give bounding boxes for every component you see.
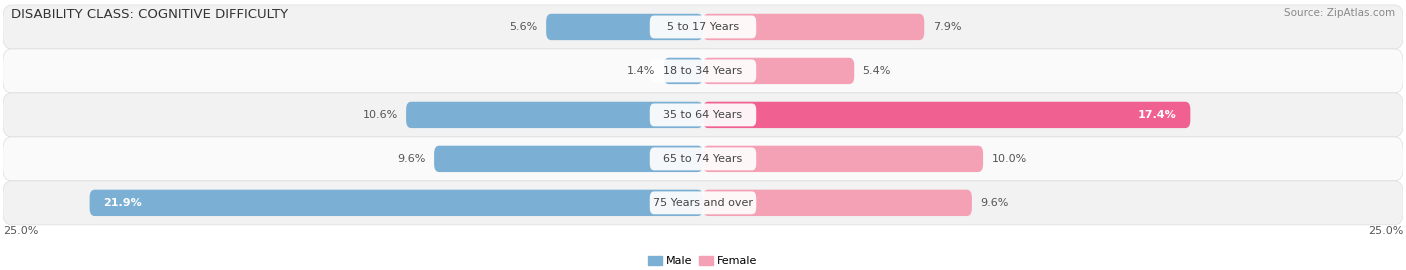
FancyBboxPatch shape [664,58,703,84]
Text: DISABILITY CLASS: COGNITIVE DIFFICULTY: DISABILITY CLASS: COGNITIVE DIFFICULTY [11,8,288,21]
Text: 5.6%: 5.6% [509,22,537,32]
FancyBboxPatch shape [3,5,1403,49]
FancyBboxPatch shape [650,16,756,38]
Text: 25.0%: 25.0% [1368,226,1403,236]
FancyBboxPatch shape [703,102,1191,128]
Text: Source: ZipAtlas.com: Source: ZipAtlas.com [1284,8,1395,18]
Text: 5 to 17 Years: 5 to 17 Years [666,22,740,32]
Legend: Male, Female: Male, Female [644,251,762,270]
FancyBboxPatch shape [650,147,756,170]
Text: 9.6%: 9.6% [980,198,1008,208]
Text: 10.6%: 10.6% [363,110,398,120]
FancyBboxPatch shape [703,190,972,216]
FancyBboxPatch shape [90,190,703,216]
Text: 21.9%: 21.9% [104,198,142,208]
Text: 9.6%: 9.6% [398,154,426,164]
Text: 25.0%: 25.0% [3,226,38,236]
FancyBboxPatch shape [406,102,703,128]
Text: 10.0%: 10.0% [991,154,1026,164]
FancyBboxPatch shape [546,14,703,40]
FancyBboxPatch shape [703,58,855,84]
FancyBboxPatch shape [703,14,924,40]
FancyBboxPatch shape [434,146,703,172]
FancyBboxPatch shape [3,137,1403,181]
Text: 7.9%: 7.9% [932,22,962,32]
Text: 1.4%: 1.4% [627,66,655,76]
FancyBboxPatch shape [3,93,1403,137]
Text: 17.4%: 17.4% [1137,110,1177,120]
FancyBboxPatch shape [3,181,1403,225]
FancyBboxPatch shape [650,191,756,214]
FancyBboxPatch shape [3,49,1403,93]
FancyBboxPatch shape [650,103,756,126]
Text: 18 to 34 Years: 18 to 34 Years [664,66,742,76]
Text: 35 to 64 Years: 35 to 64 Years [664,110,742,120]
Text: 5.4%: 5.4% [863,66,891,76]
FancyBboxPatch shape [703,146,983,172]
Text: 65 to 74 Years: 65 to 74 Years [664,154,742,164]
FancyBboxPatch shape [650,59,756,82]
Text: 75 Years and over: 75 Years and over [652,198,754,208]
